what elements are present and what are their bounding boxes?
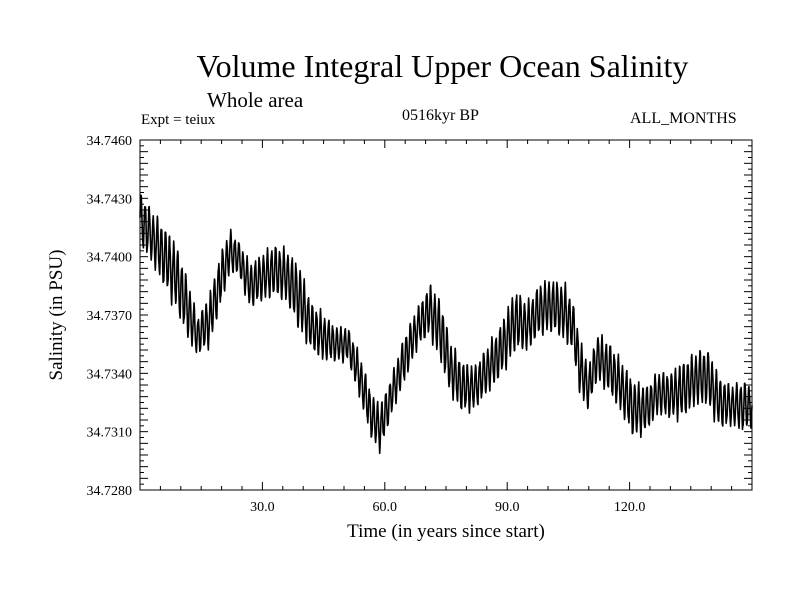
x-tick-label: 60.0 (373, 500, 398, 515)
y-tick-label: 34.7280 (87, 484, 133, 499)
y-tick-label: 34.7370 (87, 309, 133, 324)
salinity-series-line (139, 194, 753, 455)
y-tick-label: 34.7310 (87, 426, 133, 441)
experiment-label: Expt = teiux (141, 112, 216, 128)
chart-title: Volume Integral Upper Ocean Salinity (196, 48, 689, 84)
axis-ticks (140, 140, 752, 490)
y-axis-label: Salinity (in PSU) (46, 250, 67, 381)
plot-frame (139, 139, 753, 491)
y-tick-label: 34.7400 (87, 251, 133, 266)
y-tick-label: 34.7460 (87, 134, 133, 149)
months-label: ALL_MONTHS (630, 110, 737, 127)
x-tick-label: 90.0 (495, 500, 520, 515)
y-tick-label: 34.7340 (87, 367, 133, 382)
x-tick-label: 120.0 (614, 500, 646, 515)
period-label: 0516kyr BP (402, 107, 479, 124)
x-axis-label: Time (in years since start) (347, 521, 545, 542)
chart-subtitle: Whole area (207, 88, 304, 112)
tick-labels: 30.0 60.0 90.0 120.0 34.7280 34.7310 34.7340 34… (87, 134, 646, 515)
x-tick-label: 30.0 (250, 500, 275, 515)
y-tick-label: 34.7430 (87, 192, 133, 207)
